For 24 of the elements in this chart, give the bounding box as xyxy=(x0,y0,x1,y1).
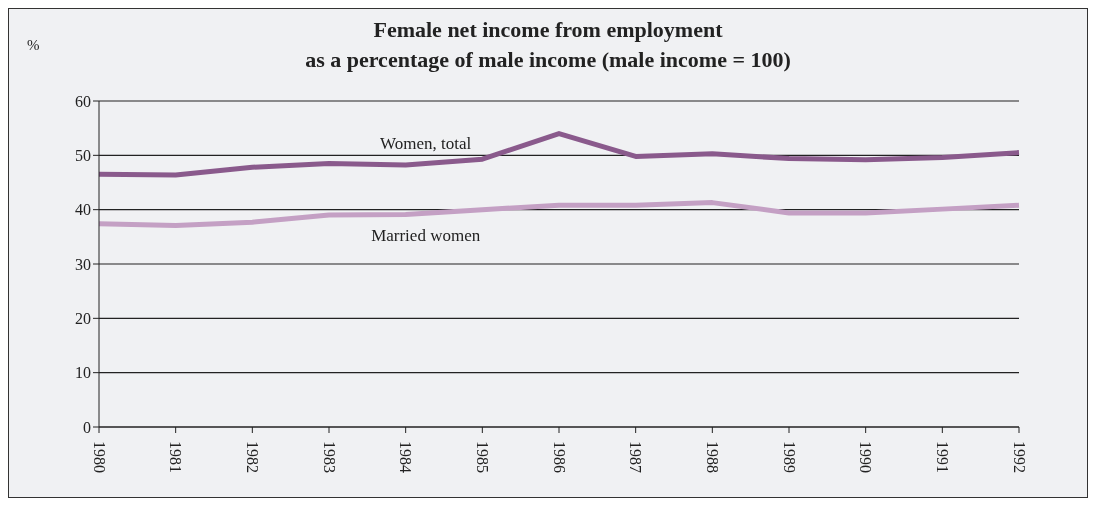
series-label: Married women xyxy=(371,225,481,245)
x-tick-label: 1984 xyxy=(397,441,415,473)
x-tick-label: 1980 xyxy=(90,441,108,473)
x-tick-label: 1981 xyxy=(167,441,185,473)
x-tick-label: 1982 xyxy=(243,441,261,473)
chart-title: Female net income from employment as a percentage of male income (male income = 100) xyxy=(305,17,791,72)
y-tick-label: 0 xyxy=(83,418,91,436)
x-tick-label: 1989 xyxy=(780,441,798,473)
y-tick-label: 10 xyxy=(75,364,91,382)
x-tick-label: 1986 xyxy=(550,441,568,473)
x-tick-label: 1991 xyxy=(933,441,951,473)
x-tick-label: 1987 xyxy=(627,441,645,473)
y-tick-label: 20 xyxy=(75,310,91,328)
series-label: Women, total xyxy=(380,134,472,154)
x-tick-label: 1992 xyxy=(1010,441,1028,473)
x-tick-label: 1983 xyxy=(320,441,338,473)
y-tick-label: 40 xyxy=(75,201,91,219)
x-tick-label: 1985 xyxy=(473,441,491,473)
x-tick-label: 1990 xyxy=(857,441,875,473)
y-axis-title: % xyxy=(27,37,40,54)
x-tick-label: 1988 xyxy=(703,441,721,473)
y-tick-label: 30 xyxy=(75,255,91,273)
y-tick-label: 60 xyxy=(75,92,91,110)
y-tick-label: 50 xyxy=(75,147,91,165)
